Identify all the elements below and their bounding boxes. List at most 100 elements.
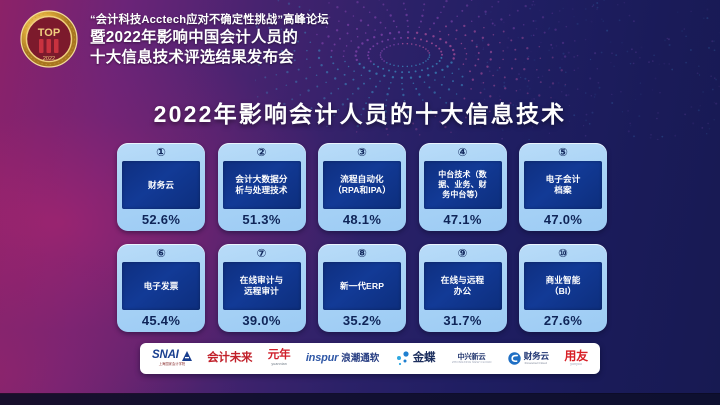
tech-card-label-box: 电子会计 档案 <box>524 161 602 209</box>
tech-card[interactable]: ⑤ 电子会计 档案 47.0% <box>519 143 607 231</box>
tech-card[interactable]: ⑥ 电子发票 45.4% <box>117 244 205 332</box>
tech-card-label-line: 在线与远程 <box>441 275 484 286</box>
tech-card-rank: ⑥ <box>156 248 166 262</box>
tech-card-label-line: 档案 <box>546 185 581 196</box>
sponsor-yonyou-sub: yonyou <box>570 364 582 367</box>
header-line-2: 暨2022年影响中国会计人员的 <box>90 30 329 45</box>
bottom-strip <box>0 394 720 405</box>
tech-card[interactable]: ③ 流程自动化 （RPA和IPA） 48.1% <box>318 143 406 231</box>
tech-card-label-box: 财务云 <box>122 161 200 209</box>
tech-card-label-line: 中台技术（数 <box>438 170 487 180</box>
tech-card-label: 流程自动化 （RPA和IPA） <box>333 174 391 196</box>
tech-card[interactable]: ① 财务云 52.6% <box>117 143 205 231</box>
tech-card-label: 在线与远程 办公 <box>441 275 484 297</box>
tech-card-rank: ⑧ <box>357 248 367 262</box>
tech-card-label: 中台技术（数 据、业务、财 务中台等） <box>438 170 487 199</box>
sponsor-caiwuyun-name: 财务云 <box>524 352 549 361</box>
snai-mark-icon <box>182 351 192 361</box>
tech-card-label-box: 中台技术（数 据、业务、财 务中台等） <box>424 161 502 209</box>
sponsor-zhongxing-name: 中兴新云 <box>458 353 486 360</box>
sponsor-kuaijiweilai-name: 会计未来 <box>207 353 252 365</box>
sponsor-logo-kingdee: 金蝶 <box>395 351 436 367</box>
seal-icon: TOP 2022 <box>18 8 80 70</box>
sponsor-logo-inspur: inspur 浪潮通软 <box>306 353 379 364</box>
tech-card-rank: ④ <box>458 147 468 161</box>
tech-card-label-line: 务中台等） <box>438 190 487 200</box>
tech-card-label-line: （RPA和IPA） <box>333 185 391 196</box>
tech-card-label-line: 商业智能 <box>546 275 581 286</box>
tech-card-percentage: 51.3% <box>242 212 280 227</box>
sponsor-logo-caiwuyun: 财务云 Financial Cloud <box>508 352 549 365</box>
tech-card[interactable]: ⑩ 商业智能 （BI） 27.6% <box>519 244 607 332</box>
tech-card-label-line: 据、业务、财 <box>438 180 487 190</box>
tech-card-label: 商业智能 （BI） <box>546 275 581 297</box>
card-row-1: ① 财务云 52.6% ② 会计大数据分 析与处理技术 51.3% ③ 流程自动化 （RPA和IP… <box>117 143 607 231</box>
tech-card-label-box: 在线与远程 办公 <box>424 262 502 310</box>
tech-card-label-box: 会计大数据分 析与处理技术 <box>223 161 301 209</box>
tech-card-label: 财务云 <box>148 180 174 191</box>
tech-card-label-line: 析与处理技术 <box>235 185 287 196</box>
tech-card-percentage: 35.2% <box>343 313 381 328</box>
tech-card-percentage: 47.1% <box>443 212 481 227</box>
tech-card-label-box: 商业智能 （BI） <box>524 262 602 310</box>
slide-root: TOP 2022 “会计科技Acctech应对不确定性挑战”高峰论坛 暨2022… <box>0 0 720 405</box>
sponsor-logo-kuaijiweilai: 会计未来 <box>207 353 252 365</box>
tech-card-percentage: 39.0% <box>242 313 280 328</box>
caiwuyun-swirl-icon <box>508 352 521 365</box>
tech-card-label: 电子发票 <box>144 281 179 292</box>
top-ten-card-grid: ① 财务云 52.6% ② 会计大数据分 析与处理技术 51.3% ③ 流程自动化 （RPA和IP… <box>117 143 607 332</box>
tech-card-label: 会计大数据分 析与处理技术 <box>235 174 287 196</box>
tech-card-rank: ③ <box>357 147 367 161</box>
header-line-3: 十大信息技术评选结果发布会 <box>90 50 329 65</box>
sponsor-caiwuyun-sub: Financial Cloud <box>524 362 548 365</box>
tech-card-label-line: （BI） <box>546 286 581 297</box>
tech-card-label-box: 在线审计与 远程审计 <box>223 262 301 310</box>
tech-card-rank: ② <box>257 147 267 161</box>
tech-card-rank: ⑨ <box>458 248 468 262</box>
sponsor-snai-sub: 上海国家会计学院 <box>159 363 186 366</box>
tech-card[interactable]: ⑦ 在线审计与 远程审计 39.0% <box>218 244 306 332</box>
sponsor-yonyou-name: 用友 <box>564 350 588 362</box>
tech-card-label: 新一代ERP <box>340 281 384 292</box>
svg-text:TOP: TOP <box>38 27 60 39</box>
sponsor-logo-snai: SNAI 上海国家会计学院 <box>152 350 192 366</box>
tech-card[interactable]: ② 会计大数据分 析与处理技术 51.3% <box>218 143 306 231</box>
tech-card-label: 电子会计 档案 <box>546 174 581 196</box>
tech-card-rank: ⑦ <box>257 248 267 262</box>
tech-card-percentage: 45.4% <box>142 313 180 328</box>
sponsor-logo-yonyou: 用友 yonyou <box>564 350 588 367</box>
tech-card[interactable]: ⑨ 在线与远程 办公 31.7% <box>419 244 507 332</box>
sponsor-yuannian-name: 元年 <box>268 350 291 362</box>
tech-card[interactable]: ④ 中台技术（数 据、业务、财 务中台等） 47.1% <box>419 143 507 231</box>
tech-card-rank: ⑩ <box>558 248 568 262</box>
tech-card-label-line: 电子会计 <box>546 174 581 185</box>
tech-card-percentage: 52.6% <box>142 212 180 227</box>
tech-card-percentage: 27.6% <box>544 313 582 328</box>
event-header: TOP 2022 “会计科技Acctech应对不确定性挑战”高峰论坛 暨2022… <box>18 8 329 70</box>
tech-card-label-line: 财务云 <box>148 180 174 191</box>
tech-card-label-line: 电子发票 <box>144 281 179 292</box>
tech-card-label-line: 流程自动化 <box>333 174 391 185</box>
tech-card[interactable]: ⑧ 新一代ERP 35.2% <box>318 244 406 332</box>
header-line-1: “会计科技Acctech应对不确定性挑战”高峰论坛 <box>90 15 329 26</box>
tech-card-rank: ① <box>156 147 166 161</box>
page-title: 2022年影响会计人员的十大信息技术 <box>0 95 720 129</box>
tech-card-label-box: 新一代ERP <box>323 262 401 310</box>
sponsor-inspur-cn-name: 浪潮通软 <box>341 354 379 364</box>
tech-card-label: 在线审计与 远程审计 <box>240 275 283 297</box>
tech-card-percentage: 31.7% <box>443 313 481 328</box>
tech-card-label-box: 电子发票 <box>122 262 200 310</box>
tech-card-label-line: 新一代ERP <box>340 281 384 292</box>
tech-card-label-line: 在线审计与 <box>240 275 283 286</box>
sponsor-logo-bar: SNAI 上海国家会计学院 会计未来 元年 yuannian inspur 浪潮… <box>140 343 600 374</box>
card-row-2: ⑥ 电子发票 45.4% ⑦ 在线审计与 远程审计 39.0% ⑧ 新一代ERP 35.2% ⑨ 在线… <box>117 244 607 332</box>
top-award-seal-logo: TOP 2022 <box>18 8 80 70</box>
tech-card-percentage: 48.1% <box>343 212 381 227</box>
kingdee-dots-icon <box>395 351 410 367</box>
tech-card-rank: ⑤ <box>558 147 568 161</box>
sponsor-logo-zhongxingxinyun: 中兴新云 ZHONGXING NEW CLOUD <box>451 353 493 365</box>
tech-card-label-line: 远程审计 <box>240 286 283 297</box>
tech-card-label-line: 会计大数据分 <box>235 174 287 185</box>
sponsor-yuannian-sub: yuannian <box>271 363 286 367</box>
tech-card-percentage: 47.0% <box>544 212 582 227</box>
